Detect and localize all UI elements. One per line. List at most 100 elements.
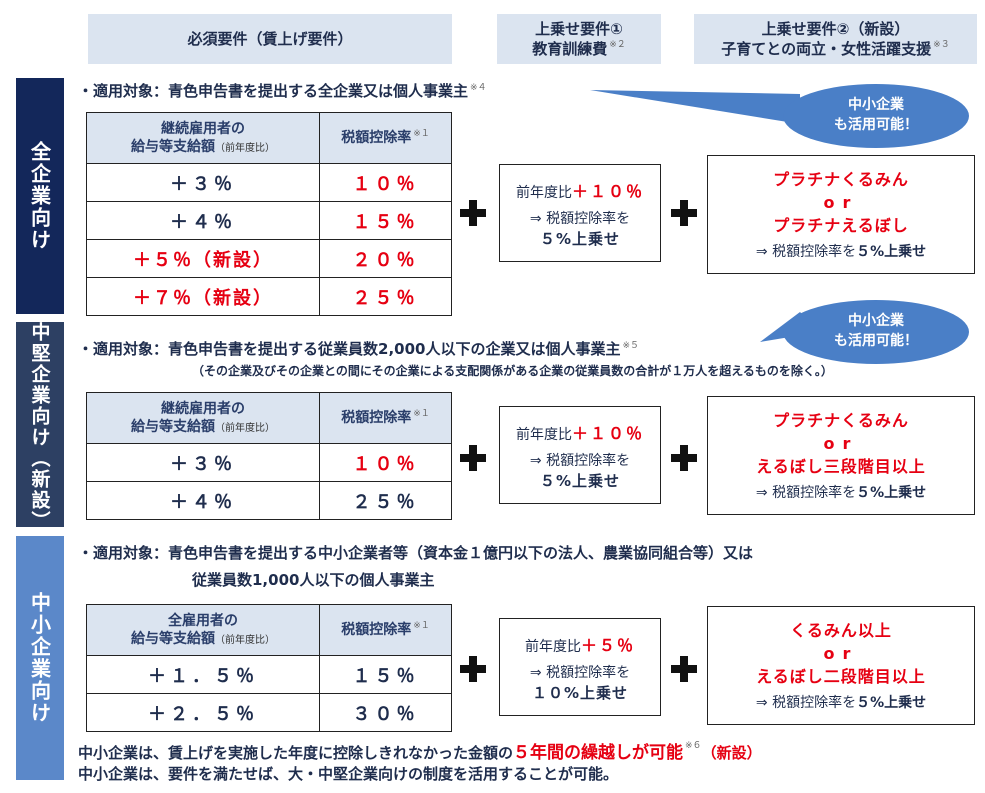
target-all-sup: ※４ xyxy=(470,83,487,93)
plus-icon xyxy=(671,656,697,682)
table-row: ＋４％ ２５％ xyxy=(86,481,452,520)
header-extra2-line2: 子育てとの両立・女性活躍支援 xyxy=(721,40,932,58)
bubble-line1: 中小企業 xyxy=(848,313,904,330)
bubble-sme-ok-2: 中小企業 も活用可能！ xyxy=(783,300,969,364)
target-midsize-text: ・適用対象：青色申告書を提出する従業員数2,000人以下の企業又は個人事業主 xyxy=(78,340,621,358)
target-midsize: ・適用対象：青色申告書を提出する従業員数2,000人以下の企業又は個人事業主 ※５ xyxy=(78,338,639,359)
table-cell-rate: ２０％ xyxy=(319,239,452,278)
rate-table-all: 継続雇用者の 給与等支給額（前年度比） 税額控除率 ※１ ＋３％ １０％ ＋４％ １… xyxy=(86,112,452,316)
table-cell-rate: ２５％ xyxy=(319,277,452,316)
box1-line2: ⇒ 税額控除率を xyxy=(529,452,631,469)
box1-line3: １０%上乗せ xyxy=(531,683,629,702)
table-row: ＋３％ １０％ xyxy=(86,163,452,202)
footer-line1-em: ５年間の繰越しが可能 xyxy=(513,743,684,763)
box1-line3: ５%上乗せ xyxy=(539,471,621,490)
table-cell-rate: １０％ xyxy=(319,163,452,202)
table-header-row: 継続雇用者の 給与等支給額（前年度比） 税額控除率 ※１ xyxy=(86,112,452,164)
table-header-rate: 税額控除率 ※１ xyxy=(319,604,452,656)
table-cell-rate: １０％ xyxy=(319,443,452,482)
table-cell-rate: １５％ xyxy=(319,201,452,240)
footer-line1-b: （新設） xyxy=(701,744,762,762)
table-cell-increase: ＋３％ xyxy=(86,443,320,482)
table-header-row: 継続雇用者の 給与等支給額（前年度比） 税額控除率 ※１ xyxy=(86,392,452,444)
box2-req2: えるぼし三段階目以上 xyxy=(756,457,926,477)
box1-pre: 前年度比 xyxy=(515,184,572,201)
box2-s-val: ５%上乗せ xyxy=(856,244,927,261)
bubble-pointer-1 xyxy=(590,90,800,124)
plus-icon xyxy=(460,445,486,471)
box2-req1: くるみん以上 xyxy=(790,620,892,640)
table-row: ＋３％ １０％ xyxy=(86,443,452,482)
header-required: 必須要件（賃上げ要件） xyxy=(88,14,452,64)
side-label-all: 全企業向け xyxy=(16,78,64,314)
rate-table-sme: 全雇用者の 給与等支給額（前年度比） 税額控除率 ※１ ＋１．５％ １５％ ＋２．５… xyxy=(86,604,452,732)
childcare-box-midsize: プラチナくるみん or えるぼし三段階目以上 ⇒ 税額控除率を５%上乗せ xyxy=(707,396,975,515)
target-all-text: ・適用対象：青色申告書を提出する全企業又は個人事業主 xyxy=(78,82,469,100)
box1-val: ＋５％ xyxy=(580,635,635,655)
header-extra2: 上乗せ要件②（新設） 子育てとの両立・女性活躍支援 ※３ xyxy=(694,14,977,64)
box1-val: ＋１０％ xyxy=(571,181,644,201)
table-cell-increase: ＋４％ xyxy=(86,481,320,520)
table-row: ＋７％（新設） ２５％ xyxy=(86,277,452,316)
footer-line2: 中小企業は、要件を満たせば、大・中堅企業向けの制度を活用することが可能。 xyxy=(78,765,619,783)
box2-req1: プラチナくるみん xyxy=(773,169,909,189)
target-sme: ・適用対象：青色申告書を提出する中小企業者等（資本金１億円以下の法人、農業協同組… xyxy=(78,544,754,562)
footer-line1-sup: ※６ xyxy=(685,741,702,751)
header-required-label: 必須要件（賃上げ要件） xyxy=(187,29,353,48)
table-header-wage: 継続雇用者の 給与等支給額（前年度比） xyxy=(86,112,320,164)
box1-pre: 前年度比 xyxy=(515,426,572,443)
plus-icon xyxy=(671,445,697,471)
table-cell-increase: ＋４％ xyxy=(86,201,320,240)
box2-s-pre: ⇒ 税額控除率を xyxy=(755,244,857,261)
bubble-line2: も活用可能！ xyxy=(834,333,918,349)
table-cell-increase: ＋２．５％ xyxy=(86,693,320,732)
rate-table-midsize: 継続雇用者の 給与等支給額（前年度比） 税額控除率 ※１ ＋３％ １０％ ＋４％ ２… xyxy=(86,392,452,520)
bubble-line2: も活用可能！ xyxy=(834,117,918,133)
table-cell-rate: ２５％ xyxy=(319,481,452,520)
table-cell-increase: ＋７％（新設） xyxy=(86,277,320,316)
box1-line3: ５%上乗せ xyxy=(539,229,621,248)
box2-req1: プラチナくるみん xyxy=(773,410,909,430)
table-row: ＋２．５％ ３０％ xyxy=(86,693,452,732)
plus-icon xyxy=(460,656,486,682)
side-label-midsize: 中堅企業向け（新設） xyxy=(16,322,64,532)
target-all: ・適用対象：青色申告書を提出する全企業又は個人事業主 ※４ xyxy=(78,80,487,101)
box2-s-pre: ⇒ 税額控除率を xyxy=(755,695,857,712)
childcare-box-sme: くるみん以上 or えるぼし二段階目以上 ⇒ 税額控除率を５%上乗せ xyxy=(707,606,975,725)
box1-line2: ⇒ 税額控除率を xyxy=(529,210,631,227)
table-cell-rate: １５％ xyxy=(319,655,452,694)
target-midsize-note: （その企業及びその企業との間にその企業による支配関係がある企業の従業員数の合計が… xyxy=(192,364,833,378)
table-cell-increase: ＋１．５％ xyxy=(86,655,320,694)
footer-line1: 中小企業は、賃上げを実施した年度に控除しきれなかった金額の５年間の繰越しが可能 ※… xyxy=(78,738,762,763)
table-cell-increase: ＋５％（新設） xyxy=(86,239,320,278)
header-extra1-line1: 上乗せ要件① xyxy=(535,19,623,38)
box2-req2: プラチナえるぼし xyxy=(773,216,909,236)
education-box-midsize: 前年度比＋１０％ ⇒ 税額控除率を ５%上乗せ xyxy=(499,406,661,504)
target-sme-line2: 従業員数1,000人以下の個人事業主 xyxy=(192,571,435,589)
plus-icon xyxy=(460,200,486,226)
education-box-all: 前年度比＋１０％ ⇒ 税額控除率を ５%上乗せ xyxy=(499,164,661,262)
header-extra1-sup: ※２ xyxy=(609,40,626,50)
side-label-sme: 中小企業向け xyxy=(16,536,64,780)
table-header-wage: 全雇用者の 給与等支給額（前年度比） xyxy=(86,604,320,656)
header-extra2-line1: 上乗せ要件②（新設） xyxy=(761,19,910,38)
table-header-rate: 税額控除率 ※１ xyxy=(319,112,452,164)
table-row: ＋５％（新設） ２０％ xyxy=(86,239,452,278)
table-cell-increase: ＋３％ xyxy=(86,163,320,202)
plus-icon xyxy=(671,200,697,226)
box2-s-val: ５%上乗せ xyxy=(856,695,927,712)
table-row: ＋１．５％ １５％ xyxy=(86,655,452,694)
table-header-row: 全雇用者の 給与等支給額（前年度比） 税額控除率 ※１ xyxy=(86,604,452,656)
box1-pre: 前年度比 xyxy=(524,638,581,655)
table-header-wage: 継続雇用者の 給与等支給額（前年度比） xyxy=(86,392,320,444)
education-box-sme: 前年度比＋５％ ⇒ 税額控除率を １０%上乗せ xyxy=(499,618,661,716)
bubble-line1: 中小企業 xyxy=(848,97,904,114)
box2-or: or xyxy=(823,433,859,453)
box1-val: ＋１０％ xyxy=(571,423,644,443)
footer-line1-a: 中小企業は、賃上げを実施した年度に控除しきれなかった金額の xyxy=(78,744,514,762)
box2-or: or xyxy=(823,643,859,663)
bubble-sme-ok-1: 中小企業 も活用可能！ xyxy=(783,84,969,148)
table-cell-rate: ３０％ xyxy=(319,693,452,732)
table-row: ＋４％ １５％ xyxy=(86,201,452,240)
table-header-rate: 税額控除率 ※１ xyxy=(319,392,452,444)
